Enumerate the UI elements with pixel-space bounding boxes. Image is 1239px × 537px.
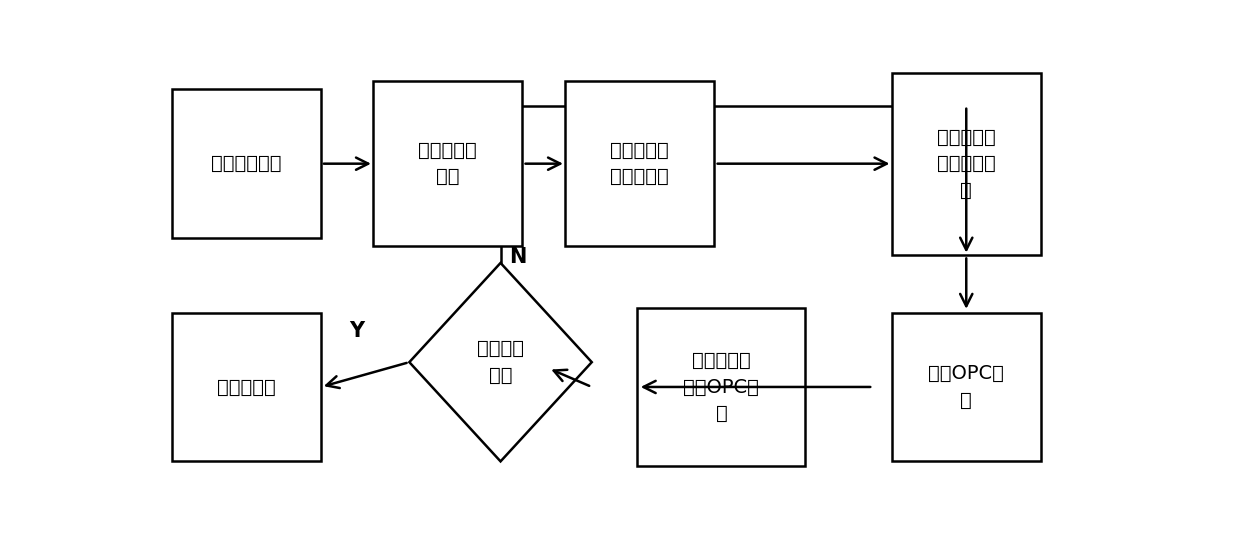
Bar <box>565 81 714 246</box>
Bar <box>172 313 321 461</box>
Polygon shape <box>409 263 592 461</box>
Text: 制作测试掩
模版: 制作测试掩 模版 <box>419 141 477 186</box>
Text: 验证是否
通过: 验证是否 通过 <box>477 339 524 385</box>
Bar <box>172 89 321 238</box>
Text: 获得实际图
形的晶圆数
据: 获得实际图 形的晶圆数 据 <box>937 128 996 200</box>
Bar <box>892 313 1041 461</box>
Text: 在晶圆上形
成实际图形: 在晶圆上形 成实际图形 <box>611 141 669 186</box>
Text: N: N <box>509 246 527 267</box>
Text: 设计测试图形: 设计测试图形 <box>211 154 281 173</box>
Bar <box>637 308 805 466</box>
Text: 建立OPC模
型: 建立OPC模 型 <box>928 364 1004 410</box>
Text: Y: Y <box>349 321 364 341</box>
Text: 对测试图形
进行OPC处
理: 对测试图形 进行OPC处 理 <box>684 351 760 423</box>
Text: 制备掩膜版: 制备掩膜版 <box>217 378 275 396</box>
Bar <box>373 81 522 246</box>
Bar <box>892 72 1041 255</box>
